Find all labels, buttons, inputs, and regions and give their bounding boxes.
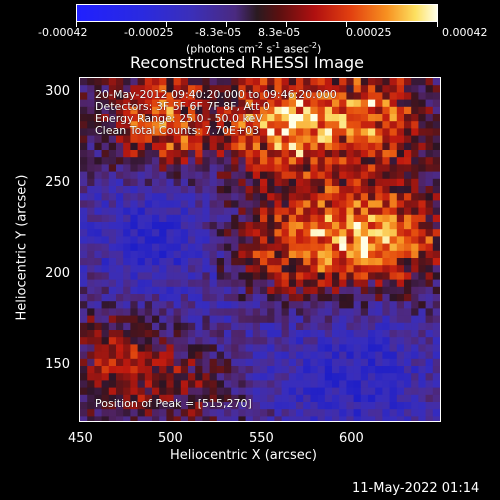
footer-timestamp: 11-May-2022 01:14 xyxy=(352,481,480,496)
info-line-energy: Energy Range: 25.0 - 50.0 keV xyxy=(95,112,263,125)
y-tick-label: 300 xyxy=(45,84,70,99)
x-tick-label: 450 xyxy=(68,431,93,446)
colorbar-tick-label: -0.00042 xyxy=(38,26,88,39)
x-axis-label: Heliocentric X (arcsec) xyxy=(170,448,317,463)
y-axis-label: Heliocentric Y (arcsec) xyxy=(14,174,30,321)
y-tick-label: 200 xyxy=(45,266,70,281)
y-tick-label: 250 xyxy=(45,175,70,190)
x-tick-label: 600 xyxy=(339,431,364,446)
colorbar-tick-label: -8.3e-05 xyxy=(195,26,242,39)
colorbar-tick-label: 0.00025 xyxy=(346,26,392,39)
colorbar xyxy=(76,4,438,22)
info-line-clean: Clean Total Counts: 7.70E+03 xyxy=(95,124,260,137)
x-tick-label: 550 xyxy=(249,431,274,446)
y-tick-label: 150 xyxy=(45,357,70,372)
colorbar-ticks xyxy=(76,22,438,28)
image-title: Reconstructed RHESSI Image xyxy=(130,53,364,72)
info-line-detectors: Detectors: 3F 5F 6F 7F 8F, Att 0 xyxy=(95,100,270,113)
heatmap-canvas xyxy=(80,78,440,421)
info-line-time: 20-May-2012 09:40:20.000 to 09:46:20.000 xyxy=(95,88,337,101)
colorbar-tick-label: -0.00025 xyxy=(124,26,174,39)
colorbar-tick-label: 8.3e-05 xyxy=(258,26,301,39)
colorbar-units: (photons cm-2 s-1 asec-2) xyxy=(186,41,322,56)
colorbar-tick-label: 0.00042 xyxy=(442,26,488,39)
rhessi-image xyxy=(79,77,441,422)
x-tick-label: 500 xyxy=(158,431,183,446)
peak-position: Position of Peak = [515,270] xyxy=(95,397,252,410)
